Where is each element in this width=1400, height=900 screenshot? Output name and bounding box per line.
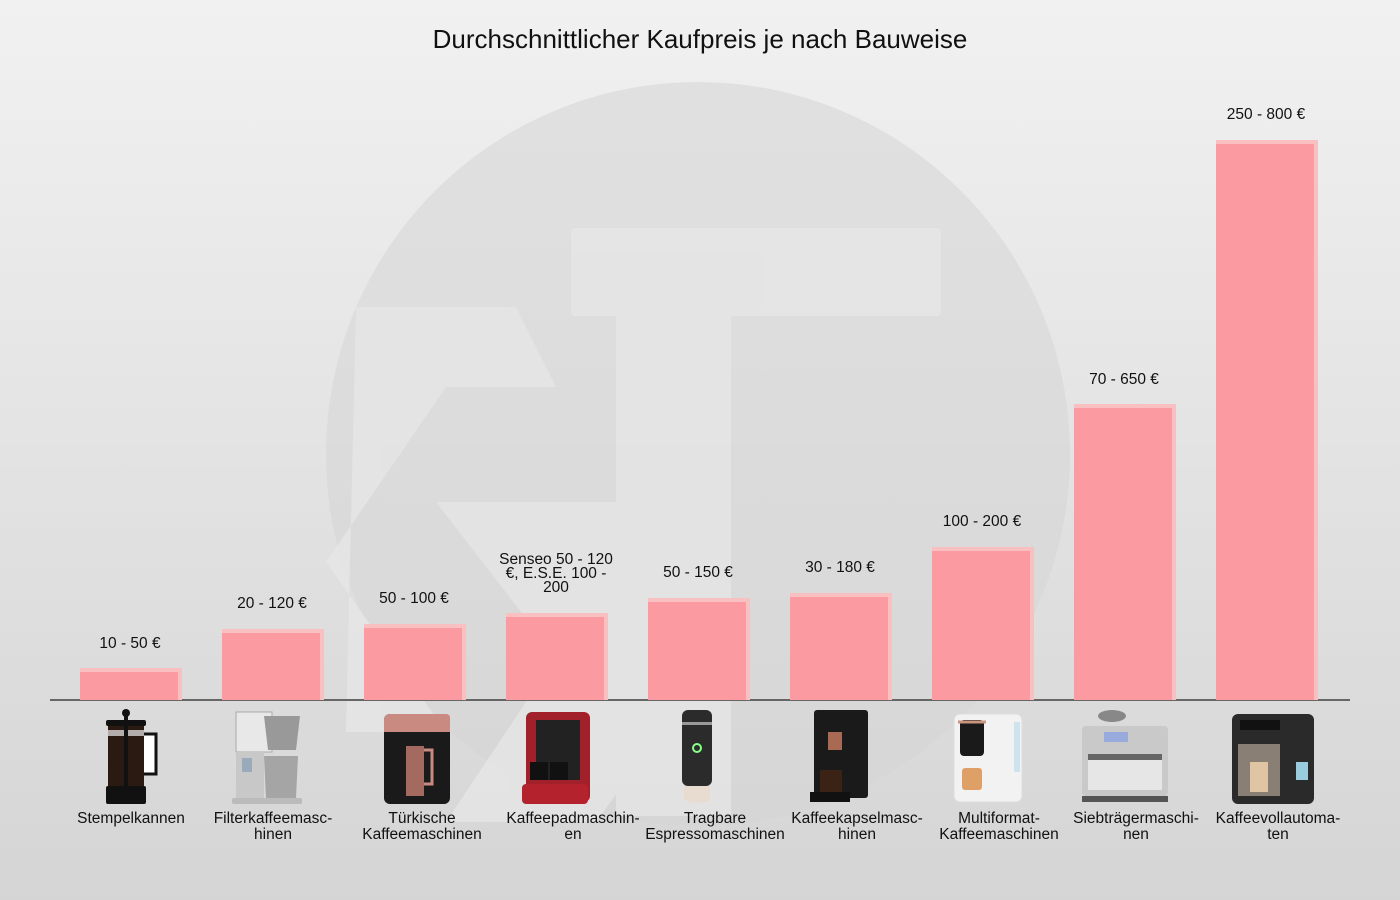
bar-stempelkannen[interactable] (80, 668, 182, 700)
category-label-line: ten (1267, 826, 1289, 843)
category-label-line: Siebträgermaschi- (1073, 810, 1199, 827)
category-label: Siebträgermaschi- nen (1061, 811, 1211, 843)
capsule-machine-icon (810, 710, 868, 802)
bar-tuerkische-kaffeemaschinen[interactable] (364, 624, 466, 700)
category-label-line: Stempelkannen (77, 810, 185, 827)
value-label: 50 - 150 € (663, 564, 733, 581)
category-label: Stempelkannen (56, 811, 206, 827)
portable-espresso-icon (682, 710, 712, 803)
category-label: Kaffeekapselmasc- hinen (782, 811, 932, 843)
category-label-line: Espressomaschinen (645, 826, 785, 843)
bar-tragbare-espressomaschinen[interactable] (648, 598, 750, 700)
drip-coffee-maker-icon (232, 711, 302, 804)
fully-automatic-machine-icon (1232, 714, 1314, 804)
category-label-line: Kaffeemaschinen (939, 826, 1059, 843)
value-label: 70 - 650 € (1089, 371, 1159, 388)
category-label-line: Tragbare (683, 810, 747, 827)
category-label-line: Kaffeemaschinen (362, 826, 482, 843)
value-label: 30 - 180 € (805, 559, 875, 576)
category-label-line: Türkische (388, 810, 456, 827)
value-label: 20 - 120 € (237, 595, 307, 612)
bar-kaffeevollautomaten[interactable] (1216, 140, 1318, 700)
bar-multiformat-kaffeemaschinen[interactable] (932, 547, 1034, 700)
category-label: Filterkaffeemasc- hinen (198, 811, 348, 843)
bar-siebtraegermaschinen[interactable] (1074, 404, 1176, 700)
category-label: Tragbare Espressomaschinen (640, 811, 790, 843)
value-label: 250 - 800 € (1226, 106, 1306, 123)
value-label-line: €, E.S.E. 100 - (505, 565, 607, 582)
turkish-coffee-maker-icon (384, 714, 450, 804)
chart-title: Durchschnittlicher Kaufpreis je nach Bau… (432, 24, 968, 54)
category-label-line: en (564, 826, 582, 843)
category-label: Multiformat- Kaffeemaschinen (924, 811, 1074, 843)
category-label: Türkische Kaffeemaschinen (347, 811, 497, 843)
value-label: 50 - 100 € (379, 590, 449, 607)
category-label-line: Kaffeevollautoma- (1215, 810, 1341, 827)
value-label-line: Senseo 50 - 120 (499, 551, 613, 568)
x-axis-line (50, 699, 1350, 701)
category-label-line: Filterkaffeemasc- (213, 810, 333, 827)
value-label: 10 - 50 € (99, 635, 161, 652)
portafilter-machine-icon (1082, 710, 1168, 802)
value-label-line: 200 (543, 579, 569, 596)
category-label: Kaffeevollautoma- ten (1203, 811, 1353, 843)
bar-filterkaffeemaschinen[interactable] (222, 629, 324, 700)
category-label-line: Kaffeekapselmasc- (791, 810, 923, 827)
french-press-icon (106, 709, 158, 804)
value-label: 100 - 200 € (942, 513, 1022, 530)
category-label-line: nen (1123, 826, 1149, 843)
category-label: Kaffeepadmaschin- en (498, 811, 648, 843)
category-label-line: hinen (254, 826, 292, 843)
value-label: Senseo 50 - 120 €, E.S.E. 100 - 200 (491, 551, 621, 596)
bar-kaffeekapselmaschinen[interactable] (790, 593, 892, 700)
category-label-line: Multiformat- (958, 810, 1040, 827)
category-label-line: hinen (838, 826, 876, 843)
bar-kaffeepadmaschinen[interactable] (506, 613, 608, 700)
pad-machine-icon (522, 712, 590, 804)
multiformat-machine-icon (953, 713, 1023, 803)
category-label-line: Kaffeepadmaschin- (506, 810, 640, 827)
